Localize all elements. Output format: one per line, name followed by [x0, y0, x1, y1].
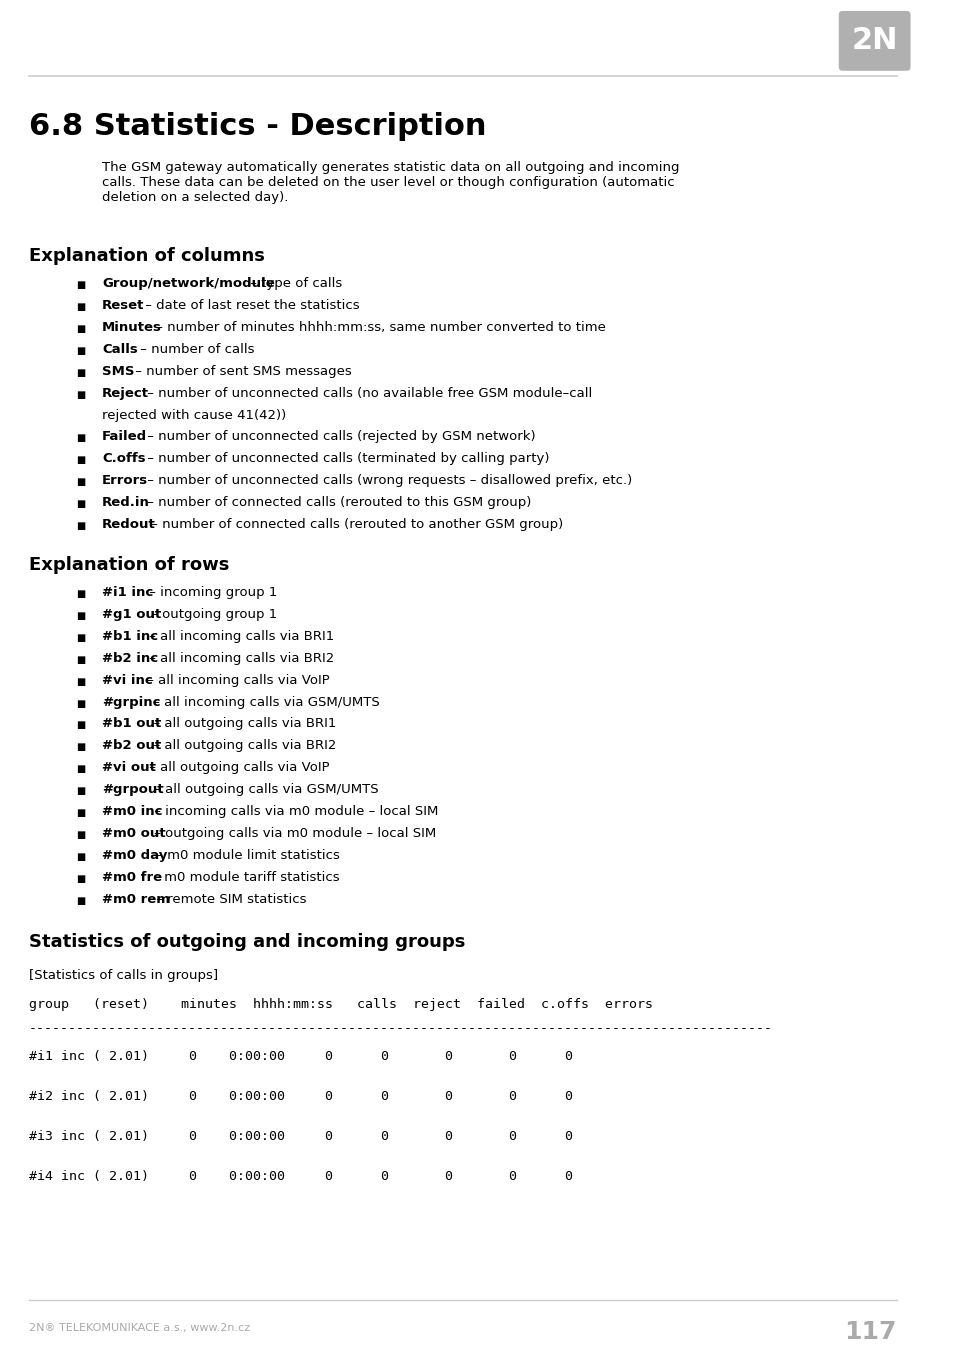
Text: ■: ■ [75, 896, 85, 906]
Text: ■: ■ [75, 367, 85, 378]
Text: – all incoming calls via GSM/UMTS: – all incoming calls via GSM/UMTS [149, 695, 379, 709]
Text: #m0 day: #m0 day [102, 849, 167, 863]
Text: ■: ■ [75, 302, 85, 312]
Text: #g1 out: #g1 out [102, 608, 161, 621]
Text: #m0 inc: #m0 inc [102, 805, 162, 818]
Text: ■: ■ [75, 743, 85, 752]
Text: Reject: Reject [102, 386, 149, 400]
Text: – number of unconnected calls (no available free GSM module–call: – number of unconnected calls (no availa… [143, 386, 591, 400]
Text: ■: ■ [75, 852, 85, 863]
Text: [Statistics of calls in groups]: [Statistics of calls in groups] [30, 968, 218, 981]
Text: ■: ■ [75, 589, 85, 599]
Text: Minutes: Minutes [102, 321, 162, 333]
Text: ■: ■ [75, 390, 85, 400]
Text: – type of calls: – type of calls [245, 277, 341, 290]
Text: ■: ■ [75, 346, 85, 356]
Text: #grpout: #grpout [102, 783, 163, 796]
Text: #b2 out: #b2 out [102, 740, 161, 752]
Text: ■: ■ [75, 500, 85, 509]
Text: – number of connected calls (rerouted to another GSM group): – number of connected calls (rerouted to… [147, 518, 562, 531]
Text: – number of unconnected calls (wrong requests – disallowed prefix, etc.): – number of unconnected calls (wrong req… [143, 474, 631, 487]
Text: #i1 inc: #i1 inc [102, 586, 153, 599]
Text: ■: ■ [75, 764, 85, 775]
Text: – number of minutes hhhh:mm:ss, same number converted to time: – number of minutes hhhh:mm:ss, same num… [152, 321, 606, 333]
Text: 2N: 2N [850, 27, 897, 55]
Text: #b1 out: #b1 out [102, 717, 161, 730]
Text: Statistics of outgoing and incoming groups: Statistics of outgoing and incoming grou… [30, 933, 465, 950]
Text: Reset: Reset [102, 298, 144, 312]
Text: #i3 inc ( 2.01)     0    0:00:00     0      0       0       0      0: #i3 inc ( 2.01) 0 0:00:00 0 0 0 0 0 [30, 1130, 573, 1143]
Text: 117: 117 [843, 1320, 896, 1345]
Text: SMS: SMS [102, 364, 134, 378]
Text: – all outgoing calls via BRI1: – all outgoing calls via BRI1 [145, 717, 335, 730]
Text: – number of calls: – number of calls [135, 343, 254, 356]
Text: ■: ■ [75, 721, 85, 730]
Text: ■: ■ [75, 676, 85, 687]
Text: #i1 inc ( 2.01)     0    0:00:00     0      0       0       0      0: #i1 inc ( 2.01) 0 0:00:00 0 0 0 0 0 [30, 1050, 573, 1064]
Text: Redout: Redout [102, 518, 155, 531]
Text: ■: ■ [75, 633, 85, 643]
Text: #vi out: #vi out [102, 761, 155, 775]
Text: #m0 out: #m0 out [102, 828, 166, 840]
Text: – number of unconnected calls (rejected by GSM network): – number of unconnected calls (rejected … [143, 431, 535, 444]
Text: – remote SIM statistics: – remote SIM statistics [152, 892, 307, 906]
Text: – date of last reset the statistics: – date of last reset the statistics [141, 298, 359, 312]
Text: ■: ■ [75, 478, 85, 487]
Text: ■: ■ [75, 786, 85, 796]
Text: #i2 inc ( 2.01)     0    0:00:00     0      0       0       0      0: #i2 inc ( 2.01) 0 0:00:00 0 0 0 0 0 [30, 1091, 573, 1103]
Text: – number of connected calls (rerouted to this GSM group): – number of connected calls (rerouted to… [143, 497, 531, 509]
Text: #m0 rem: #m0 rem [102, 892, 170, 906]
Text: 6.8 Statistics - Description: 6.8 Statistics - Description [30, 112, 486, 140]
Text: The GSM gateway automatically generates statistic data on all outgoing and incom: The GSM gateway automatically generates … [102, 162, 679, 204]
Text: Failed: Failed [102, 431, 147, 444]
Text: – number of sent SMS messages: – number of sent SMS messages [131, 364, 352, 378]
Text: – all incoming calls via VoIP: – all incoming calls via VoIP [143, 674, 329, 687]
Text: – all outgoing calls via VoIP: – all outgoing calls via VoIP [145, 761, 329, 775]
Text: Red.in: Red.in [102, 497, 150, 509]
Text: – all incoming calls via BRI1: – all incoming calls via BRI1 [145, 630, 334, 643]
Text: – incoming group 1: – incoming group 1 [145, 586, 276, 599]
Text: ■: ■ [75, 521, 85, 531]
Text: #b2 inc: #b2 inc [102, 652, 158, 664]
Text: – m0 module limit statistics: – m0 module limit statistics [152, 849, 340, 863]
Text: rejected with cause 41(42)): rejected with cause 41(42)) [102, 409, 286, 421]
Text: – outgoing group 1: – outgoing group 1 [147, 608, 276, 621]
Text: – incoming calls via m0 module – local SIM: – incoming calls via m0 module – local S… [151, 805, 438, 818]
Text: C.offs: C.offs [102, 452, 146, 466]
Text: Explanation of rows: Explanation of rows [30, 556, 230, 574]
FancyBboxPatch shape [838, 11, 909, 70]
Text: ■: ■ [75, 279, 85, 290]
Text: ■: ■ [75, 655, 85, 664]
Text: #b1 inc: #b1 inc [102, 630, 158, 643]
Text: Explanation of columns: Explanation of columns [30, 247, 265, 265]
Text: ■: ■ [75, 610, 85, 621]
Text: #m0 fre: #m0 fre [102, 871, 162, 884]
Text: ■: ■ [75, 324, 85, 333]
Text: – m0 module tariff statistics: – m0 module tariff statistics [149, 871, 339, 884]
Text: Calls: Calls [102, 343, 137, 356]
Text: ■: ■ [75, 830, 85, 840]
Text: ■: ■ [75, 433, 85, 443]
Text: group   (reset)    minutes  hhhh:mm:ss   calls  reject  failed  c.offs  errors: group (reset) minutes hhhh:mm:ss calls r… [30, 999, 653, 1011]
Text: – all incoming calls via BRI2: – all incoming calls via BRI2 [145, 652, 334, 664]
Text: #vi inc: #vi inc [102, 674, 152, 687]
Text: #i4 inc ( 2.01)     0    0:00:00     0      0       0       0      0: #i4 inc ( 2.01) 0 0:00:00 0 0 0 0 0 [30, 1170, 573, 1183]
Text: 2N® TELEKOMUNIKACE a.s., www.2n.cz: 2N® TELEKOMUNIKACE a.s., www.2n.cz [30, 1323, 250, 1334]
Text: ■: ■ [75, 873, 85, 884]
Text: #grpinc: #grpinc [102, 695, 160, 709]
Text: ■: ■ [75, 455, 85, 466]
Text: --------------------------------------------------------------------------------: ----------------------------------------… [30, 1022, 772, 1035]
Text: Errors: Errors [102, 474, 148, 487]
Text: ■: ■ [75, 698, 85, 709]
Text: – outgoing calls via m0 module – local SIM: – outgoing calls via m0 module – local S… [151, 828, 436, 840]
Text: – number of unconnected calls (terminated by calling party): – number of unconnected calls (terminate… [143, 452, 549, 466]
Text: ■: ■ [75, 809, 85, 818]
Text: Group/network/module: Group/network/module [102, 277, 274, 290]
Text: – all outgoing calls via BRI2: – all outgoing calls via BRI2 [145, 740, 335, 752]
Text: – all outgoing calls via GSM/UMTS: – all outgoing calls via GSM/UMTS [151, 783, 378, 796]
